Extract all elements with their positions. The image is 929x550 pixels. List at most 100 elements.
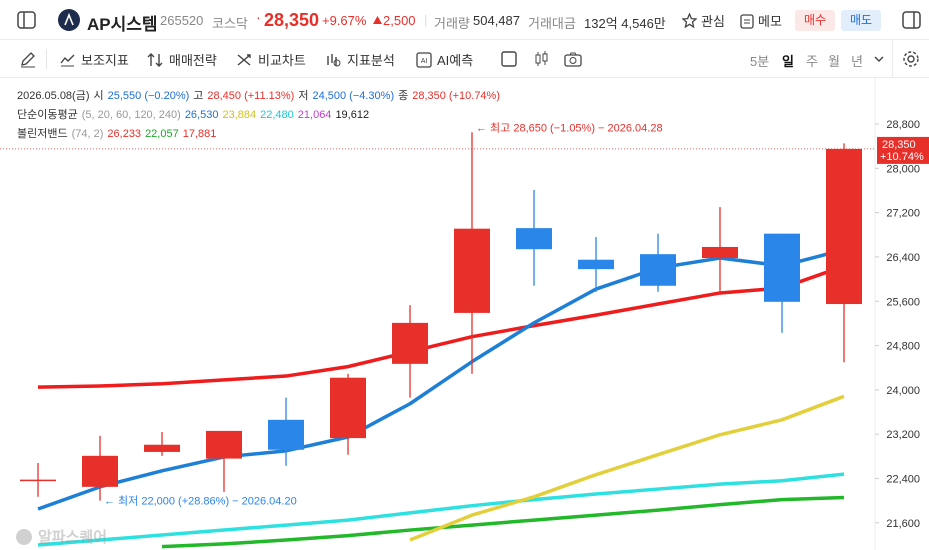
y-tick-label: 28,000 [886, 163, 920, 175]
legend-value: 21,064 [297, 109, 332, 121]
price: 28,350 [264, 10, 320, 30]
tool-button[interactable]: 보조지표 [59, 50, 129, 69]
amount: 132억 4,546만 [584, 16, 666, 31]
tool-icon [147, 52, 163, 67]
watermark-logo [16, 529, 32, 545]
toolbar: 보조지표 매매전략 비교차트 지표분석 AI AI예측 5분 일 주 월 년 [0, 40, 929, 78]
legend-title: 단순이동평균 [17, 109, 78, 121]
legend-date: 2026.05.08(금) [17, 90, 90, 102]
camera-icon[interactable] [564, 50, 582, 68]
tool-button[interactable]: 비교차트 [236, 50, 306, 69]
y-tick-label: 28,800 [886, 119, 920, 131]
dot: · [256, 9, 261, 25]
candle-body [826, 148, 862, 305]
y-tick-label: 26,400 [886, 252, 920, 264]
panel-toggle-left[interactable] [17, 11, 37, 29]
chart-legend: 2026.05.08(금) 시 25,550 (−0.20%) 고 28,450 (+1… [17, 87, 504, 144]
amount-label: 거래대금 [528, 16, 576, 31]
memo-button[interactable]: 메모 [740, 11, 782, 30]
tool-icon [60, 54, 75, 66]
candle-icon[interactable] [533, 50, 551, 68]
settings-icon[interactable] [902, 50, 920, 68]
stock-code: 265520 [160, 13, 204, 28]
svg-text:AI: AI [421, 58, 428, 65]
stock-name: AP시스템 [87, 15, 158, 34]
memo-label: 메모 [758, 14, 782, 29]
last-price-tag [877, 136, 929, 164]
toolbar-separator [46, 49, 47, 69]
volume: 504,487 [473, 13, 520, 28]
change: 2,500 [383, 13, 416, 28]
candle-body [206, 430, 242, 459]
last-change-label: +10.74% [880, 151, 924, 163]
y-tick-label: 24,000 [886, 385, 920, 397]
star-icon [682, 13, 697, 28]
separator: | [424, 12, 428, 27]
ohlc-label: 종 [398, 90, 409, 102]
y-tick-label: 24,800 [886, 341, 920, 353]
candle-body [82, 455, 118, 487]
candle-body [516, 228, 552, 250]
tool-label: 매매전략 [169, 53, 217, 68]
period-button[interactable]: 년 [851, 54, 863, 69]
tool-button[interactable]: 지표분석 [325, 50, 395, 69]
candles [20, 132, 862, 501]
ohlc-label: 저 [298, 90, 309, 102]
toolbar-separator [892, 40, 893, 78]
buy-button[interactable]: 매수 [795, 10, 836, 31]
price-chart: 28,350+10.74% ← 최고 28,650 (−1.05%) − 2026… [0, 78, 929, 550]
candle-body [20, 479, 56, 482]
watermark: 알파스퀘어 [38, 529, 107, 546]
period-button[interactable]: 주 [806, 54, 818, 69]
change-rate: +9.67% [322, 13, 367, 28]
watch-button[interactable]: 관심 [682, 11, 725, 30]
tool-button[interactable]: 매매전략 [147, 50, 217, 69]
panel-toggle-right[interactable] [902, 11, 922, 29]
ma-line-legend: 단순이동평균 (5, 20, 60, 120, 240) 26,530 23,884 2… [17, 106, 504, 125]
tool-label: 지표분석 [347, 53, 395, 68]
legend-value: 22,480 [260, 109, 294, 121]
tool-button[interactable]: AI AI예측 [415, 50, 473, 69]
legend-params: (74, 2) [71, 128, 104, 140]
watermark-group: 알파스퀘어 [16, 529, 107, 546]
legend-value: 26,233 [107, 128, 142, 140]
period-button[interactable]: 월 [828, 54, 840, 69]
sell-button[interactable]: 매도 [841, 10, 882, 31]
header: AP시스템 265520 코스닥 · 28,350 +9.67% 2,500 |… [0, 0, 929, 40]
draw-tool[interactable] [19, 50, 37, 68]
candle-body [764, 233, 800, 302]
watch-label: 관심 [701, 14, 725, 29]
y-tick-label: 22,400 [886, 474, 920, 486]
period-button[interactable]: 5분 [750, 54, 770, 69]
indicator-line [161, 495, 845, 549]
square[interactable] [500, 50, 518, 68]
candle-body [330, 377, 366, 439]
indicator-lines [37, 248, 845, 549]
chevron[interactable] [873, 54, 885, 64]
legend-value: 17,881 [182, 128, 217, 140]
legend-value: 26,530 [184, 109, 219, 121]
legend-params: (5, 20, 60, 120, 240) [81, 109, 181, 121]
last-price-label: 28,350 [882, 139, 916, 151]
y-tick-label: 27,200 [886, 208, 920, 220]
indicator-line [409, 394, 845, 542]
ohlc-value: 25,550 (−0.20%) [107, 90, 190, 102]
tool-icon [327, 53, 341, 66]
indicator-line [37, 248, 845, 511]
legend-value: 22,057 [145, 128, 179, 140]
y-axis: 21,600 22,400 23,200 24,000 24,800 25,600 26,4… [875, 119, 920, 530]
tool-icon: AI [416, 51, 432, 68]
high-annotation: ← 최고 28,650 (−1.05%) − 2026.04.28 [476, 121, 663, 134]
indicator-line [37, 264, 845, 389]
candle-body [578, 259, 614, 270]
tool-label: AI예측 [437, 53, 474, 68]
period-button[interactable]: 일 [782, 54, 794, 69]
ohlc-legend: 2026.05.08(금) 시 25,550 (−0.20%) 고 28,450 (+1… [17, 87, 504, 106]
legend-title: 볼린저밴드 [17, 128, 68, 140]
indicator-line [37, 472, 845, 547]
candle-body [392, 322, 428, 364]
tool-label: 보조지표 [81, 53, 129, 68]
